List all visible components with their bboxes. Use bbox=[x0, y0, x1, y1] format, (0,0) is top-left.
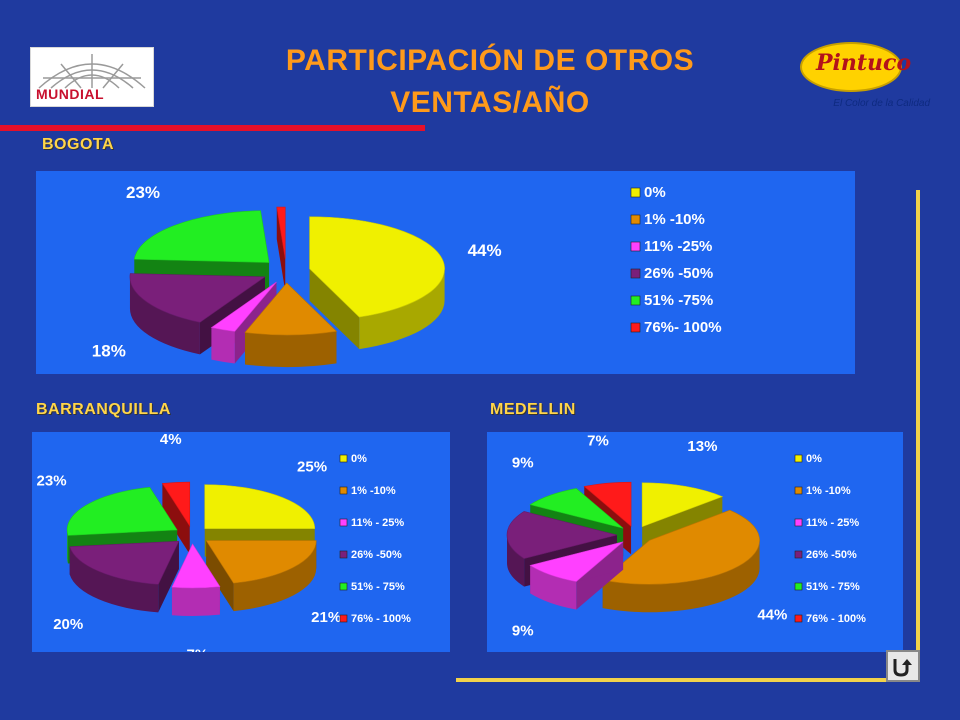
pintuco-logo: Pintuco El Color de la Calidad bbox=[800, 42, 930, 117]
legend-label-51-75: 51% - 75% bbox=[806, 581, 860, 593]
data-label-0: 25% bbox=[297, 459, 327, 476]
legend-label-1-10: 1% -10% bbox=[644, 211, 705, 228]
chart-panel-medellin: 13%44%9%18%9%7%0%1% -10%11% - 25%26% -50… bbox=[487, 432, 903, 652]
legend-swatch-51-75 bbox=[339, 582, 348, 591]
legend-label-51-75: 51% -75% bbox=[644, 292, 713, 309]
data-label-76-100: 4% bbox=[160, 432, 182, 448]
mundial-logo: MUNDIAL bbox=[30, 47, 154, 107]
data-label-51-75: 23% bbox=[126, 183, 160, 202]
logo-left-text: MUNDIAL bbox=[36, 86, 105, 102]
slice-76-100 bbox=[276, 206, 286, 292]
return-button[interactable] bbox=[886, 650, 920, 682]
pie-chart-medellin: 13%44%9%18%9%7%0%1% -10%11% - 25%26% -50… bbox=[506, 433, 866, 639]
legend-swatch-26-50 bbox=[630, 268, 641, 279]
frame-line-vertical bbox=[916, 190, 920, 680]
title-line-2: VENTAS/AÑO bbox=[390, 86, 590, 119]
legend-swatch-76-100 bbox=[630, 322, 641, 333]
data-label-1-10: 44% bbox=[757, 607, 787, 624]
data-label-51-75: 9% bbox=[512, 454, 534, 471]
slice-11-25 bbox=[171, 543, 221, 616]
page-title: PARTICIPACIÓN DE OTROS VENTAS/AÑO bbox=[190, 40, 790, 124]
legend-label-1-10: 1% -10% bbox=[806, 485, 851, 497]
legend-label-11-25: 11% -25% bbox=[644, 238, 712, 255]
chart-panel-bogota: 44%11%3%18%23%1%0%1% -10%11% -25%26% -50… bbox=[36, 171, 855, 374]
slice-1-10 bbox=[602, 509, 760, 613]
section-label-medellin: MEDELLIN bbox=[490, 401, 576, 418]
legend-label-11-25: 11% - 25% bbox=[351, 517, 404, 529]
legend-swatch-1-10 bbox=[794, 486, 803, 495]
section-label-bogota: BOGOTA bbox=[42, 136, 115, 153]
data-label-26-50: 20% bbox=[53, 616, 83, 633]
legend-swatch-76-100 bbox=[794, 614, 803, 623]
legend-swatch-11-25 bbox=[339, 518, 348, 527]
legend-label-26-50: 26% -50% bbox=[806, 549, 857, 561]
globe-icon bbox=[38, 54, 146, 89]
logo-right-brand: Pintuco bbox=[816, 50, 912, 76]
legend-label-76-100: 76% - 100% bbox=[351, 613, 411, 625]
frame-line-horizontal bbox=[456, 678, 920, 682]
slice-1-10 bbox=[205, 540, 317, 612]
slice-0 bbox=[309, 216, 445, 350]
legend-label-0: 0% bbox=[806, 453, 822, 465]
data-label-11-25: 9% bbox=[512, 622, 534, 639]
logo-right-tagline: El Color de la Calidad bbox=[833, 98, 930, 109]
legend-label-0: 0% bbox=[644, 184, 666, 201]
legend-swatch-11-25 bbox=[630, 241, 641, 252]
legend-label-51-75: 51% - 75% bbox=[351, 581, 405, 593]
legend-label-76-100: 76% - 100% bbox=[806, 613, 866, 625]
section-label-barranquilla: BARRANQUILLA bbox=[36, 401, 171, 418]
u-turn-icon bbox=[893, 659, 912, 677]
legend-label-26-50: 26% -50% bbox=[644, 265, 713, 282]
legend-swatch-11-25 bbox=[794, 518, 803, 527]
slice-1-10 bbox=[244, 282, 338, 367]
data-label-26-50: 18% bbox=[92, 341, 126, 360]
data-label-1-10: 21% bbox=[311, 609, 341, 626]
data-label-11-25: 7% bbox=[186, 647, 208, 652]
pie-chart-bogota: 44%11%3%18%23%1%0%1% -10%11% -25%26% -50… bbox=[92, 183, 722, 367]
legend-swatch-0 bbox=[630, 187, 641, 198]
title-line-1: PARTICIPACIÓN DE OTROS bbox=[285, 44, 695, 77]
legend-swatch-0 bbox=[794, 454, 803, 463]
data-label-0: 44% bbox=[468, 241, 502, 260]
slice-76-100 bbox=[161, 481, 191, 555]
legend-label-11-25: 11% - 25% bbox=[806, 517, 859, 529]
legend-swatch-1-10 bbox=[630, 214, 641, 225]
legend-swatch-76-100 bbox=[339, 614, 348, 623]
legend-label-76-100: 76%- 100% bbox=[644, 319, 722, 336]
slice-26-50 bbox=[69, 540, 180, 613]
slice-11-25 bbox=[529, 541, 624, 610]
chart-panel-barranquilla: 25% 21% 7% 20% 23% 4% 0% 1% -10% 11% - 25% 26% -5… bbox=[32, 432, 450, 652]
legend-swatch-51-75 bbox=[794, 582, 803, 591]
legend-swatch-51-75 bbox=[630, 295, 641, 306]
legend-swatch-26-50 bbox=[339, 550, 348, 559]
legend-swatch-0 bbox=[339, 454, 348, 463]
pie-chart-barranquilla: 25% 21% 7% 20% 23% 4% 0% 1% -10% 11% - 25% 26% -5… bbox=[37, 432, 412, 652]
data-label-76-100: 7% bbox=[587, 433, 609, 450]
data-label-0: 13% bbox=[687, 438, 717, 455]
legend-label-26-50: 26% -50% bbox=[351, 549, 402, 561]
legend-swatch-26-50 bbox=[794, 550, 803, 559]
legend-label-0: 0% bbox=[351, 453, 367, 465]
data-label-51-75: 23% bbox=[37, 473, 67, 490]
legend-label-1-10: 1% -10% bbox=[351, 485, 396, 497]
logo-oval bbox=[800, 42, 902, 92]
title-divider bbox=[0, 125, 425, 131]
legend-swatch-1-10 bbox=[339, 486, 348, 495]
